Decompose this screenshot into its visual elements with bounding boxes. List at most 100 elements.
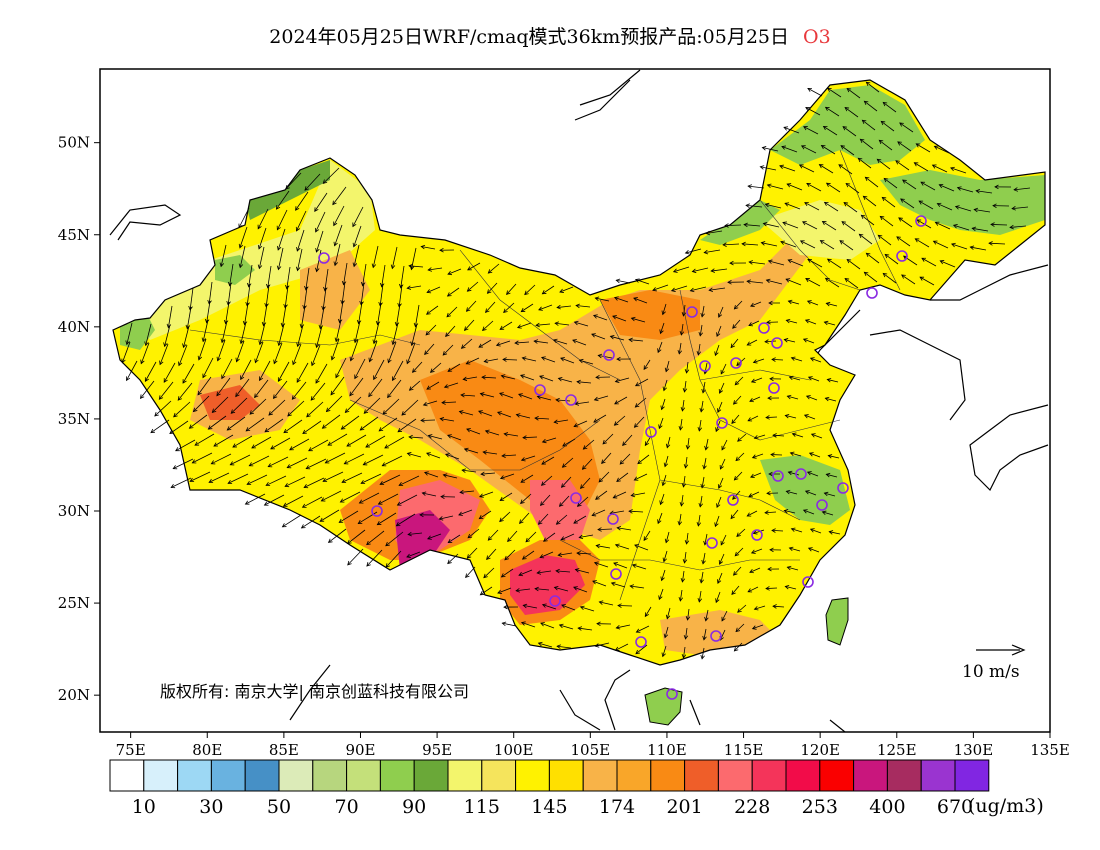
wind-vector-head xyxy=(439,247,444,253)
wind-vector xyxy=(790,452,802,457)
wind-vector xyxy=(990,224,1008,226)
station-marker xyxy=(751,529,763,541)
wind-vector xyxy=(353,244,360,267)
wind-vector-head xyxy=(661,652,666,658)
wind-vector xyxy=(384,436,405,449)
wind-vector xyxy=(767,184,784,190)
wind-vector xyxy=(901,274,916,285)
wind-vector xyxy=(810,357,822,363)
wind-vector xyxy=(289,438,310,451)
wind-vector xyxy=(787,566,799,571)
wind-vector xyxy=(699,324,703,336)
wind-vector xyxy=(515,341,530,344)
wind-vector xyxy=(614,396,628,405)
wind-vector-head xyxy=(766,490,771,496)
wind-vector-head xyxy=(522,603,528,609)
wind-vector xyxy=(622,434,633,446)
wind-vector-head xyxy=(391,340,396,346)
wind-vector-head xyxy=(631,563,637,569)
lat-tick-label: 45N xyxy=(58,226,90,244)
wind-vector xyxy=(951,243,968,250)
station-marker xyxy=(915,215,927,227)
wind-vector xyxy=(193,395,210,412)
wind-vector xyxy=(273,342,283,364)
wind-vector xyxy=(464,448,479,454)
wind-vector xyxy=(809,452,821,458)
wind-vector-head xyxy=(748,322,754,327)
wind-vector xyxy=(382,455,403,467)
wind-vector-head xyxy=(465,573,470,579)
wind-vector xyxy=(282,514,302,528)
wind-vector xyxy=(749,261,766,265)
wind-vector xyxy=(663,550,668,562)
wind-vector-head xyxy=(283,428,289,434)
lon-tick-label: 120E xyxy=(800,741,840,759)
wind-vector-head xyxy=(524,290,529,296)
wind-vector-head xyxy=(443,384,449,389)
wind-vector-head xyxy=(500,374,506,379)
wind-vector-head xyxy=(613,421,619,426)
wind-vector xyxy=(734,547,744,557)
wind-vector xyxy=(520,493,532,504)
wind-vector-head xyxy=(322,179,328,184)
wind-vector-head xyxy=(520,457,526,462)
wind-vector xyxy=(305,267,310,290)
wind-vector-head xyxy=(333,241,338,247)
wind-vector xyxy=(230,397,248,414)
wind-vector xyxy=(686,361,689,373)
wind-vector xyxy=(248,264,253,287)
wind-vector xyxy=(409,265,424,268)
wind-vector xyxy=(598,471,610,483)
wind-vector xyxy=(426,452,441,459)
wind-vector-head xyxy=(296,246,301,252)
wind-vector-head xyxy=(938,183,944,189)
wind-vector xyxy=(163,362,176,383)
wind-vector xyxy=(765,416,778,418)
wind-vector-head xyxy=(272,394,278,400)
wind-vector-head xyxy=(555,520,561,525)
wind-vector-head xyxy=(751,625,757,630)
wind-vector xyxy=(898,217,913,228)
station-marker xyxy=(318,252,330,264)
wind-vector xyxy=(366,530,385,545)
wind-vector-head xyxy=(659,500,664,506)
wind-vector xyxy=(573,586,588,593)
wind-vector-head xyxy=(846,87,852,93)
wind-vector-head xyxy=(696,350,702,356)
wind-vector-head xyxy=(622,441,627,447)
wind-vector-head xyxy=(295,266,301,272)
wind-vector-head xyxy=(553,419,559,424)
wind-vector-head xyxy=(921,257,926,262)
wind-vector xyxy=(752,624,764,630)
wind-vector xyxy=(915,238,930,248)
wind-vector xyxy=(238,207,250,228)
legend-swatch xyxy=(278,759,314,792)
wind-vector xyxy=(482,320,494,331)
wind-vector-head xyxy=(466,428,471,433)
wind-vector-head xyxy=(684,540,690,545)
wind-vector xyxy=(714,515,720,527)
wind-vector-head xyxy=(276,265,282,271)
wind-vector-head xyxy=(700,483,705,489)
wind-vector xyxy=(859,233,873,245)
wind-vector-head xyxy=(365,443,370,448)
wind-vector-head xyxy=(767,395,772,401)
wind-vector xyxy=(783,126,800,134)
wind-vector xyxy=(538,642,553,648)
wind-vector-head xyxy=(295,226,300,232)
wind-vector-head xyxy=(287,412,292,417)
wind-vector xyxy=(631,317,646,323)
wind-vector-head xyxy=(315,379,320,384)
wind-vector xyxy=(206,300,211,323)
wind-vector-head xyxy=(677,520,683,526)
wind-vector-head xyxy=(598,600,604,605)
wind-vector xyxy=(763,223,780,228)
wind-vector-head xyxy=(736,361,741,366)
wind-vector-head xyxy=(352,222,357,228)
wind-vector-head xyxy=(699,407,704,413)
wind-vector-head xyxy=(227,479,233,485)
wind-vector-head xyxy=(681,312,687,317)
wind-vector xyxy=(239,226,248,248)
wind-vector xyxy=(198,338,207,360)
wind-vector-head xyxy=(900,198,905,203)
